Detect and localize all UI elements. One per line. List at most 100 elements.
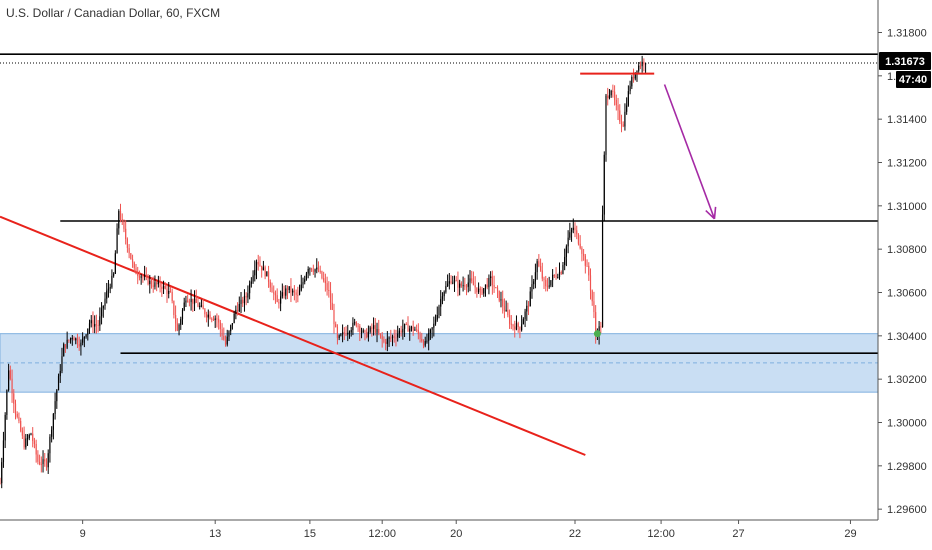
candle-body xyxy=(156,282,158,285)
candle-body xyxy=(231,323,234,326)
candle-body xyxy=(465,286,468,288)
candle-body xyxy=(85,334,87,337)
candle-body xyxy=(102,305,104,309)
candle-body xyxy=(280,296,282,304)
candle-body xyxy=(448,281,450,284)
candle-body xyxy=(434,319,437,324)
candle-body xyxy=(589,275,592,291)
y-tick-label: 1.29600 xyxy=(887,504,927,516)
candle-body xyxy=(45,461,48,468)
candle-body xyxy=(130,253,132,260)
candle-body xyxy=(107,288,110,291)
candle-body xyxy=(116,228,118,254)
candle-body xyxy=(576,230,578,235)
candle-body xyxy=(230,325,232,332)
candle-body xyxy=(319,270,321,272)
descending-trendline[interactable] xyxy=(0,215,586,456)
candle-body xyxy=(95,324,98,326)
candle-body xyxy=(245,295,247,298)
x-tick-label: 20 xyxy=(450,528,462,540)
candle-body xyxy=(457,280,459,288)
candle-body xyxy=(402,328,404,333)
candle-body xyxy=(438,306,440,316)
candle-body xyxy=(149,280,151,285)
candle-body xyxy=(445,286,447,292)
candle-body xyxy=(374,325,376,333)
candle-body xyxy=(574,227,576,231)
candle-body xyxy=(176,323,178,331)
candle-body xyxy=(309,268,311,270)
candle-body xyxy=(371,327,373,329)
candle-body xyxy=(200,305,203,307)
candle-body xyxy=(395,337,397,339)
candle-body xyxy=(524,311,526,320)
candle-body xyxy=(536,261,538,273)
candle-body xyxy=(285,288,287,296)
candle-body xyxy=(205,314,208,318)
arrow-head xyxy=(713,206,717,219)
candle-body xyxy=(629,86,631,92)
candle-body xyxy=(157,281,159,285)
x-tick-label: 13 xyxy=(209,528,221,540)
last-price-label: 1.31673 xyxy=(885,56,925,68)
candle-body xyxy=(603,154,605,215)
x-tick-label: 22 xyxy=(569,528,581,540)
candle-body xyxy=(366,332,368,338)
candle-body xyxy=(440,298,442,307)
candle-body xyxy=(364,330,366,333)
candle-body xyxy=(558,271,561,278)
candle-body xyxy=(474,285,476,288)
candle-body xyxy=(9,370,11,379)
candle-body xyxy=(376,328,378,333)
candle-body xyxy=(391,336,394,338)
candle-body xyxy=(249,283,251,294)
candle-body xyxy=(390,337,392,339)
candle-body xyxy=(161,286,163,289)
candle-body xyxy=(2,440,5,463)
candle-body xyxy=(546,286,549,288)
candle-body xyxy=(514,326,516,330)
candle-body xyxy=(622,124,624,127)
candle-body xyxy=(588,265,590,276)
candle-body xyxy=(503,306,506,311)
candle-body xyxy=(452,282,454,284)
candle-body xyxy=(409,328,411,332)
candle-body xyxy=(386,338,388,344)
candle-body xyxy=(617,105,619,111)
candle-body xyxy=(567,237,569,247)
candle-body xyxy=(252,275,254,282)
candle-body xyxy=(144,275,146,277)
candle-body xyxy=(410,326,413,329)
candle-body xyxy=(508,315,511,324)
candle-body xyxy=(429,329,431,333)
candle-body xyxy=(545,279,547,287)
candle-body xyxy=(131,259,134,263)
candle-body xyxy=(224,339,227,345)
candle-body xyxy=(502,299,504,307)
candle-body xyxy=(257,261,259,265)
candle-body xyxy=(447,283,449,287)
candle-body xyxy=(333,310,335,325)
candle-body xyxy=(550,280,552,286)
candle-body xyxy=(142,276,144,278)
x-tick-label: 12:00 xyxy=(647,528,675,540)
projection-arrow[interactable] xyxy=(663,84,716,220)
candle-body xyxy=(44,459,46,462)
candle-body xyxy=(331,302,333,311)
candle-body xyxy=(121,219,123,222)
candle-body xyxy=(405,323,407,325)
candle-body xyxy=(193,298,196,304)
candle-body xyxy=(486,284,488,288)
candle-body xyxy=(133,262,135,268)
candle-body xyxy=(218,318,220,323)
candle-body xyxy=(636,70,638,73)
candle-body xyxy=(267,271,270,282)
candle-body xyxy=(620,121,623,125)
candle-body xyxy=(305,273,308,280)
candle-body xyxy=(178,324,180,331)
candle-body xyxy=(113,273,115,276)
candle-body xyxy=(18,416,20,421)
candle-body xyxy=(608,95,611,99)
